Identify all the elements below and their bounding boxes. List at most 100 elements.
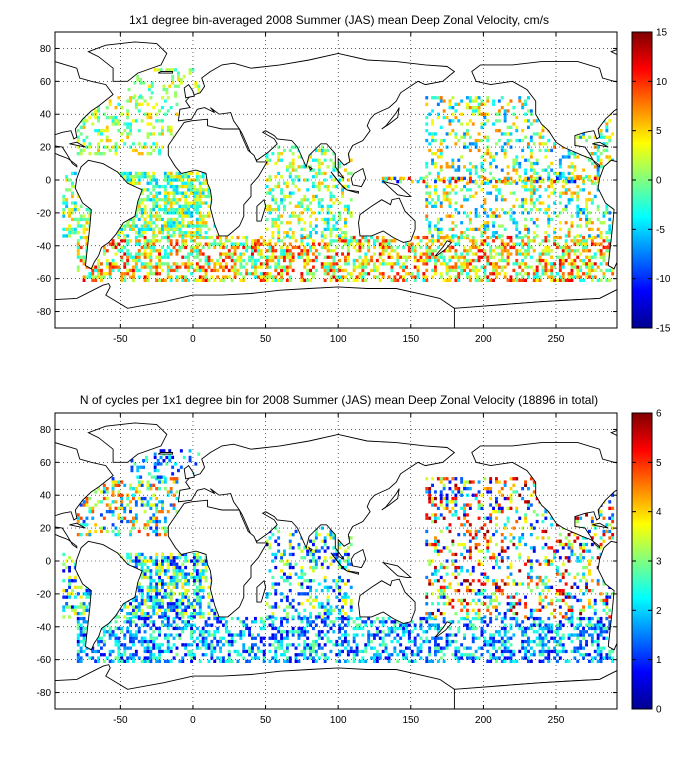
data-cell	[500, 252, 504, 256]
data-cell	[448, 180, 452, 184]
data-cell	[158, 239, 161, 243]
data-cell	[172, 493, 176, 497]
data-cell	[550, 262, 554, 266]
data-cell	[149, 191, 153, 195]
data-cell	[236, 245, 240, 250]
data-cell	[306, 258, 310, 263]
data-cell	[140, 152, 144, 156]
data-cell	[596, 145, 600, 149]
data-cell	[495, 231, 498, 235]
data-cell	[166, 559, 170, 563]
data-cell	[442, 138, 446, 143]
data-cell	[538, 184, 542, 189]
data-cell	[149, 595, 153, 599]
data-cell	[149, 178, 153, 182]
data-cell	[492, 265, 495, 269]
data-cell	[163, 589, 167, 593]
data-cell	[544, 168, 548, 172]
data-cell	[326, 188, 330, 192]
data-cell	[300, 227, 304, 231]
data-cell	[172, 217, 176, 222]
data-cell	[100, 529, 103, 534]
data-cell	[193, 559, 196, 563]
data-cell	[457, 258, 461, 263]
data-cell	[88, 272, 92, 276]
data-cell	[399, 176, 403, 180]
data-cell	[159, 462, 163, 466]
data-cell	[285, 181, 289, 185]
data-cell	[73, 204, 77, 208]
data-cell	[428, 252, 432, 256]
data-cell	[137, 204, 141, 208]
data-cell	[521, 258, 525, 263]
data-cell	[509, 176, 513, 180]
data-cell	[335, 198, 339, 202]
x-tick-label: 200	[475, 334, 492, 345]
data-cell	[570, 194, 574, 199]
data-cell	[436, 239, 440, 243]
data-cell	[97, 119, 100, 123]
data-cell	[527, 227, 530, 231]
data-cell	[468, 227, 472, 231]
data-cell	[193, 598, 196, 603]
data-cell	[521, 106, 525, 110]
data-cell	[149, 112, 153, 116]
data-cell	[588, 258, 591, 263]
data-cell	[149, 585, 153, 589]
data-cell	[158, 198, 161, 202]
data-cell	[294, 184, 298, 189]
data-cell	[149, 217, 153, 222]
data-cell	[492, 155, 495, 159]
data-cell	[593, 242, 597, 246]
data-cell	[195, 579, 199, 583]
data-cell	[88, 589, 92, 593]
data-cell	[126, 519, 130, 524]
data-cell	[79, 224, 83, 228]
data-cell	[82, 142, 86, 146]
data-cell	[187, 221, 190, 225]
data-cell	[137, 630, 141, 634]
data-cell	[585, 201, 588, 205]
data-cell	[431, 152, 434, 156]
data-cell	[71, 171, 74, 176]
data-cell	[175, 262, 179, 266]
data-cell	[358, 262, 362, 266]
data-cell	[596, 180, 600, 184]
data-cell	[265, 158, 269, 162]
data-cell	[120, 519, 124, 524]
data-cell	[590, 201, 594, 205]
data-cell	[227, 268, 231, 273]
data-cell	[579, 242, 583, 246]
data-cell	[326, 272, 330, 276]
data-cell	[143, 636, 147, 640]
data-cell	[518, 165, 522, 169]
data-cell	[355, 242, 359, 246]
data-cell	[280, 214, 283, 218]
data-cell	[175, 556, 179, 560]
data-cell	[474, 275, 478, 279]
data-cell	[518, 265, 522, 269]
data-cell	[271, 198, 275, 202]
data-cell	[486, 138, 490, 143]
data-cell	[158, 569, 161, 573]
data-cell	[288, 278, 292, 282]
data-cell	[233, 249, 237, 253]
data-cell	[521, 184, 525, 189]
data-cell	[332, 249, 336, 253]
data-cell	[335, 239, 339, 243]
y-tick-label: -60	[37, 274, 52, 285]
data-cell	[605, 208, 609, 212]
data-cell	[329, 158, 333, 162]
data-cell	[126, 552, 130, 557]
data-cell	[344, 204, 347, 208]
data-cell	[268, 204, 272, 208]
data-cell	[126, 255, 130, 259]
data-cell	[94, 129, 98, 133]
data-cell	[94, 109, 98, 113]
data-cell	[195, 235, 199, 240]
data-cell	[137, 616, 141, 621]
data-cell	[582, 249, 585, 253]
data-cell	[136, 78, 140, 82]
data-cell	[442, 194, 446, 199]
data-cell	[489, 262, 493, 266]
